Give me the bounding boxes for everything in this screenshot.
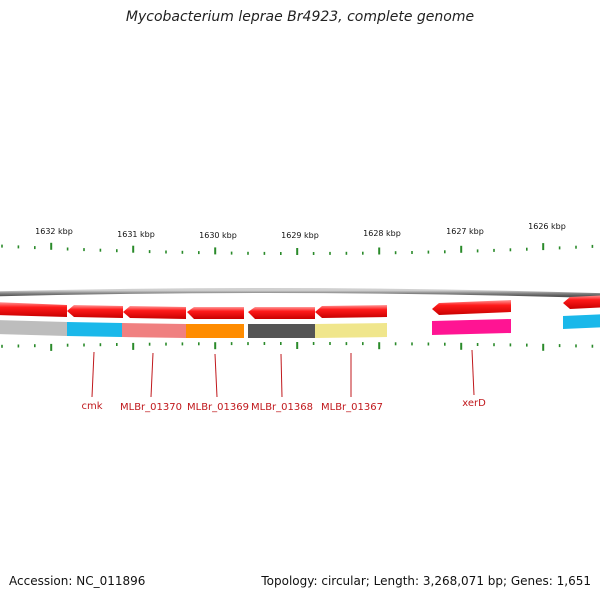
gene-label-mlbr-01369: MLBr_01369 — [187, 402, 249, 413]
gene-block-mlbr-01367[interactable] — [315, 323, 387, 338]
gene-block-xerd[interactable] — [432, 319, 511, 335]
gene-block-mlbr-01370[interactable] — [122, 323, 186, 338]
leader-line — [91, 351, 95, 398]
gene-block-mlbr-01368[interactable] — [248, 324, 315, 338]
leader-line — [150, 352, 154, 398]
kbp-label: 1631 kbp — [117, 230, 155, 239]
gene-label-xerd: xerD — [462, 398, 486, 409]
leader-line — [471, 349, 475, 396]
gene-arrow[interactable] — [315, 305, 387, 318]
gene-arrow[interactable] — [123, 306, 186, 319]
gene-arrow-track — [0, 295, 600, 319]
gene-arrow[interactable] — [187, 307, 244, 319]
gene-block-edge[interactable] — [563, 314, 600, 329]
outer-tick-track — [1, 242, 594, 255]
leader-line — [280, 353, 283, 398]
kbp-label: 1626 kbp — [528, 222, 566, 231]
kbp-label: 1627 kbp — [446, 227, 484, 236]
gene-arrow[interactable] — [67, 305, 123, 318]
kbp-label: 1632 kbp — [35, 227, 73, 236]
gene-block-mlbr-01369[interactable] — [186, 324, 244, 338]
gene-arrow[interactable] — [248, 307, 315, 319]
kbp-label: 1629 kbp — [281, 231, 319, 240]
kbp-label: 1630 kbp — [199, 231, 237, 240]
map-title: Mycobacterium leprae Br4923, complete ge… — [125, 9, 475, 25]
label-leaders — [91, 349, 475, 398]
accession-text: Accession: NC_011896 — [9, 574, 146, 588]
gene-label-mlbr-01370: MLBr_01370 — [120, 402, 182, 413]
gene-block-track — [0, 314, 600, 338]
gene-block-cmk[interactable] — [67, 322, 122, 337]
gene-label-cmk: cmk — [81, 401, 102, 412]
inner-tick-track — [1, 342, 594, 351]
gene-arrow[interactable] — [0, 302, 67, 317]
gene-label-mlbr-01368: MLBr_01368 — [251, 402, 313, 413]
kbp-label: 1628 kbp — [363, 229, 401, 238]
gene-arrow[interactable] — [563, 295, 600, 309]
genome-backbone — [0, 287, 600, 299]
gene-label-mlbr-01367: MLBr_01367 — [321, 402, 383, 413]
leader-line — [214, 353, 218, 398]
gene-arrow[interactable] — [432, 300, 511, 315]
gene-block-grey[interactable] — [0, 320, 67, 336]
genome-summary-text: Topology: circular; Length: 3,268,071 bp… — [261, 574, 591, 588]
